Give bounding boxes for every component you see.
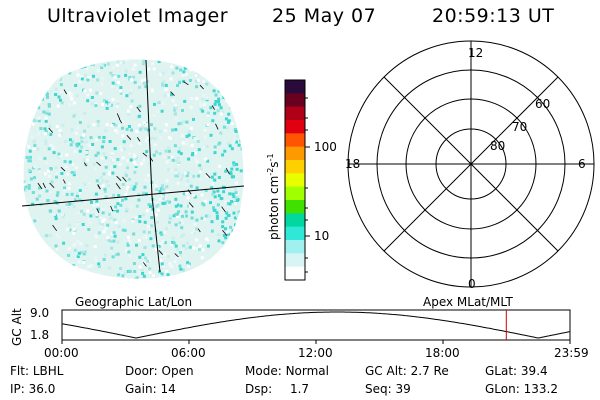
timeline-ytick-9: 9.0	[30, 306, 50, 320]
lat-label-70: 70	[512, 120, 528, 134]
polar-plot	[347, 40, 595, 288]
uv-image-disk	[21, 59, 245, 279]
info-door: Door: Open	[125, 364, 194, 378]
colorbar-band	[285, 266, 305, 281]
colorbar-tick-10: 10	[314, 229, 330, 243]
colorbar-band	[285, 226, 305, 241]
meridian-line	[145, 59, 153, 197]
timeline-xtick-0000: 00:00	[44, 346, 79, 360]
info-gc-alt: GC Alt: 2.7 Re	[365, 364, 449, 378]
timeline-right-title: Apex MLat/MLT	[423, 295, 513, 309]
timeline-xtick-2359: 23:59	[554, 346, 589, 360]
lat-label-80: 80	[490, 139, 506, 153]
color-bar	[284, 79, 310, 281]
mlt-label-0: 0	[468, 277, 476, 291]
colorbar-band	[285, 186, 305, 201]
mlt-label-6: 6	[578, 157, 586, 171]
observation-date: 25 May 07	[272, 5, 377, 27]
colorbar-band	[285, 93, 305, 108]
colorbar-band	[285, 240, 305, 254]
info-glon: GLon: 133.2	[485, 382, 558, 396]
instrument-title: Ultraviolet Imager	[47, 5, 229, 27]
timeline-xtick-0600: 06:00	[171, 346, 206, 360]
orbit-timeline	[61, 309, 571, 344]
info-mode: Mode: Normal	[245, 364, 329, 378]
colorbar-band	[285, 146, 305, 161]
lat-label-60: 60	[535, 97, 551, 111]
timeline-xtick-1800: 18:00	[425, 346, 460, 360]
colorbar-tick-100: 100	[314, 140, 337, 154]
timeline-ylabel: GC Alt	[10, 308, 24, 346]
info-filter: Flt: LBHL	[10, 364, 64, 378]
info-seq: Seq: 39	[365, 382, 411, 396]
observation-time: 20:59:13 UT	[432, 5, 555, 27]
mlt-label-18: 18	[345, 157, 361, 171]
timeline-left-title: Geographic Lat/Lon	[75, 295, 193, 309]
info-dsp: Dsp: 1.7	[245, 382, 310, 396]
colorbar-band	[285, 200, 305, 214]
info-gain: Gain: 14	[125, 382, 176, 396]
colorbar-band	[285, 133, 305, 148]
info-glat: GLat: 39.4	[485, 364, 548, 378]
mlt-label-12: 12	[468, 46, 484, 60]
colorbar-band	[285, 160, 305, 174]
info-ip: IP: 36.0	[10, 382, 56, 396]
latitude-line	[21, 185, 245, 207]
colorbar-unit-label: photon cm-2s-1	[266, 153, 281, 240]
colorbar-band	[285, 253, 305, 268]
timeline-xtick-1200: 12:00	[298, 346, 333, 360]
meridian-line-lower	[151, 195, 161, 273]
colorbar-band	[285, 173, 305, 188]
colorbar-band	[285, 106, 305, 121]
timeline-ytick-1.8: 1.8	[30, 328, 50, 342]
colorbar-band	[285, 213, 305, 228]
colorbar-band	[285, 120, 305, 134]
colorbar-band	[285, 80, 305, 94]
